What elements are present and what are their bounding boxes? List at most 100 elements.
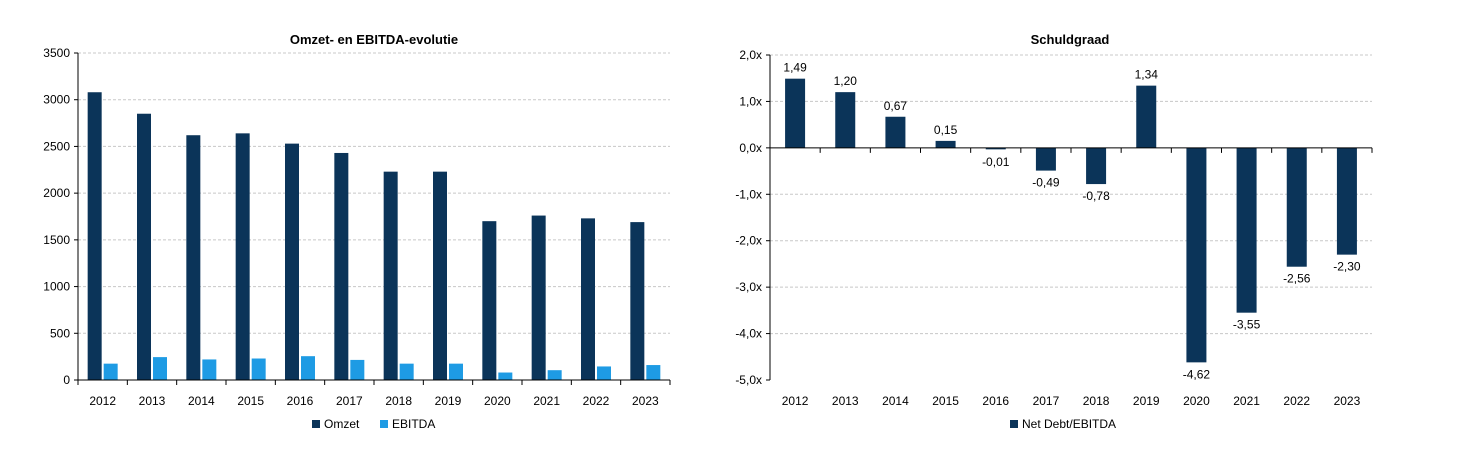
legend-swatch-net-debt-ebitda — [1010, 420, 1018, 428]
chart1-x-tick-label: 2022 — [583, 394, 610, 408]
chart2-title: Schuldgraad — [1031, 32, 1110, 47]
bar-ebitda-2018 — [399, 363, 414, 380]
data-label-2013: 1,20 — [834, 74, 858, 88]
chart1-x-tick-label: 2019 — [435, 394, 462, 408]
bar-ebitda-2012 — [103, 363, 118, 380]
data-label-2018: -0,78 — [1082, 189, 1110, 203]
chart2-x-tick-label: 2013 — [832, 394, 859, 408]
chart2-gridlines — [770, 54, 1372, 335]
legend-label-ebitda: EBITDA — [392, 417, 435, 431]
bar-omzet-2017 — [334, 152, 349, 380]
data-label-2015: 0,15 — [934, 123, 958, 137]
chart1-x-tick-label: 2021 — [533, 394, 560, 408]
bar-omzet-2015 — [235, 133, 250, 380]
chart2-x-tick-label: 2017 — [1033, 394, 1060, 408]
chart1-title: Omzet- en EBITDA-evolutie — [290, 32, 458, 47]
chart2-x-axis: 2012 2013 2014 2015 2016 2017 2018 2019 2020 2021… — [769, 147, 1373, 408]
chart2-y-tick-label: -3,0x — [735, 280, 762, 294]
chart2-y-tick-label: -1,0x — [735, 187, 762, 201]
schuldgraad-chart: Schuldgraad 2,0x 1,0x 0,0x -1,0x -2,0x -3,0x -… — [735, 32, 1373, 431]
data-label-2017: -0,49 — [1032, 176, 1060, 190]
bar-net-debt-ebitda-2014 — [885, 116, 906, 148]
bar-ebitda-2019 — [449, 363, 463, 380]
chart1-x-tick-label: 2014 — [188, 394, 215, 408]
chart2-legend: Net Debt/EBITDA — [1010, 417, 1116, 431]
bar-omzet-2016 — [285, 143, 299, 380]
bar-net-debt-ebitda-2012 — [785, 78, 806, 148]
chart2-y-tick-label: -5,0x — [735, 373, 762, 387]
chart1-y-tick-label: 0 — [63, 373, 70, 387]
data-label-2012: 1,49 — [783, 61, 807, 75]
chart2-x-tick-label: 2014 — [882, 394, 909, 408]
data-label-2021: -3,55 — [1233, 318, 1261, 332]
chart2-x-tick-label: 2021 — [1233, 394, 1260, 408]
data-label-2023: -2,30 — [1333, 260, 1361, 274]
chart1-x-tick-label: 2023 — [632, 394, 659, 408]
chart1-y-tick-label: 2500 — [43, 139, 70, 153]
bar-ebitda-2022 — [597, 366, 611, 380]
bar-net-debt-ebitda-2018 — [1086, 147, 1107, 185]
bar-net-debt-ebitda-2015 — [935, 140, 956, 148]
bar-omzet-2014 — [186, 135, 201, 380]
legend-label-net-debt-ebitda: Net Debt/EBITDA — [1022, 417, 1116, 431]
bar-ebitda-2015 — [251, 358, 266, 380]
chart1-x-tick-label: 2016 — [287, 394, 314, 408]
chart2-y-axis: 2,0x 1,0x 0,0x -1,0x -2,0x -3,0x -4,0x -5,0x — [735, 48, 771, 387]
chart2-x-tick-label: 2019 — [1133, 394, 1160, 408]
bar-ebitda-2016 — [301, 356, 315, 380]
bar-ebitda-2020 — [498, 372, 513, 380]
chart1-x-tick-label: 2018 — [385, 394, 412, 408]
bar-omzet-2020 — [482, 221, 497, 380]
chart2-x-tick-label: 2020 — [1183, 394, 1210, 408]
bar-net-debt-ebitda-2023 — [1336, 147, 1357, 255]
data-label-2019: 1,34 — [1135, 68, 1159, 82]
bar-omzet-2013 — [137, 113, 151, 380]
chart2-y-tick-label: 2,0x — [739, 48, 762, 62]
data-label-2022: -2,56 — [1283, 272, 1311, 286]
chart1-y-tick-label: 2000 — [43, 186, 70, 200]
legend-label-omzet: Omzet — [324, 417, 360, 431]
data-label-2014: 0,67 — [884, 99, 908, 113]
bar-omzet-2019 — [433, 171, 447, 380]
chart1-y-tick-label: 3000 — [43, 93, 70, 107]
chart1-y-tick-label: 1500 — [43, 233, 70, 247]
chart2-y-tick-label: 1,0x — [739, 94, 762, 108]
bar-net-debt-ebitda-2013 — [835, 92, 856, 148]
bar-ebitda-2014 — [202, 359, 217, 380]
bar-ebitda-2021 — [547, 370, 562, 380]
chart1-x-tick-label: 2017 — [336, 394, 363, 408]
chart2-y-tick-label: 0,0x — [739, 141, 762, 155]
bar-omzet-2022 — [581, 218, 595, 380]
chart2-data-labels: 1,49 1,20 0,67 0,15 -0,01 -0,49 -0,78 1,34 -4,62… — [783, 61, 1361, 382]
bar-omzet-2023 — [630, 222, 645, 380]
chart2-y-tick-label: -2,0x — [735, 234, 762, 248]
chart2-y-tick-label: -4,0x — [735, 327, 762, 341]
chart1-y-tick-label: 1000 — [43, 280, 70, 294]
chart1-y-tick-label: 500 — [50, 326, 70, 340]
omzet-ebitda-chart: Omzet- en EBITDA-evolutie 0 500 1000 1500 20… — [43, 32, 671, 431]
chart2-x-tick-label: 2018 — [1083, 394, 1110, 408]
chart1-x-tick-label: 2015 — [237, 394, 264, 408]
chart2-bars — [785, 78, 1357, 363]
chart1-x-tick-label: 2013 — [139, 394, 166, 408]
bar-net-debt-ebitda-2022 — [1286, 147, 1307, 267]
chart2-x-tick-label: 2015 — [932, 394, 959, 408]
chart1-x-tick-label: 2020 — [484, 394, 511, 408]
chart2-x-tick-label: 2023 — [1334, 394, 1361, 408]
chart2-x-tick-label: 2012 — [782, 394, 809, 408]
bar-net-debt-ebitda-2019 — [1136, 85, 1157, 148]
chart1-y-axis: 0 500 1000 1500 2000 2500 3000 3500 — [43, 46, 79, 387]
bar-net-debt-ebitda-2020 — [1186, 147, 1207, 363]
chart1-gridlines — [78, 52, 670, 334]
data-label-2020: -4,62 — [1183, 367, 1211, 381]
legend-swatch-ebitda — [380, 420, 388, 428]
bar-ebitda-2023 — [646, 365, 661, 380]
chart1-y-tick-label: 3500 — [43, 46, 70, 60]
chart1-legend: Omzet EBITDA — [312, 417, 435, 431]
legend-swatch-omzet — [312, 420, 320, 428]
bar-net-debt-ebitda-2016 — [985, 147, 1006, 150]
bar-omzet-2018 — [383, 171, 398, 380]
chart1-x-tick-label: 2012 — [89, 394, 116, 408]
bar-omzet-2021 — [531, 215, 546, 380]
